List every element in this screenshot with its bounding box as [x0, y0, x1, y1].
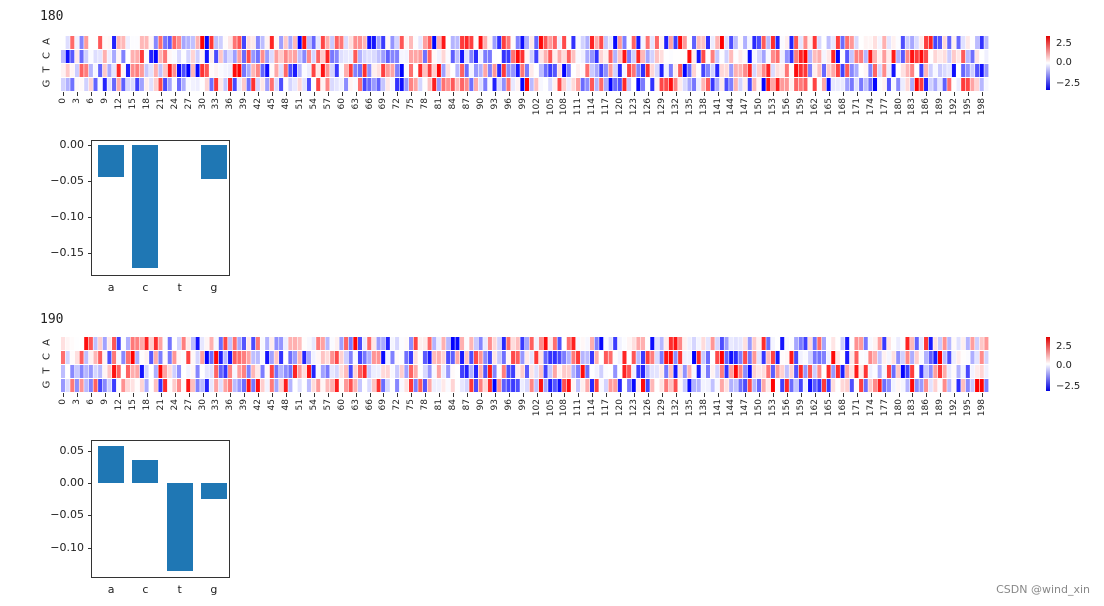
row-label: C: [41, 52, 53, 59]
bar: [132, 144, 159, 268]
output-label-190: 190: [40, 312, 64, 327]
bar: [98, 144, 125, 178]
colorbar-tick: 2.5: [1056, 341, 1072, 352]
row-label: G: [41, 380, 53, 389]
colorbar-tick: −2.5: [1056, 381, 1081, 392]
colorbar-180: [1046, 36, 1050, 90]
heatmap-180-xaxis: 0 3 6 9 12 15 18 21 24 27 30 33 36 39 42 45 48 51 54 57 60 63…: [58, 92, 989, 138]
colorbar-190: [1046, 337, 1050, 391]
colorbar-tick: 2.5: [1056, 38, 1072, 49]
output-label-180: 180: [40, 9, 64, 24]
bar: [200, 483, 227, 500]
row-label: G: [41, 79, 53, 88]
colorbar-tick: 0.0: [1056, 57, 1072, 68]
heatmap-190-xaxis: 0 3 6 9 12 15 18 21 24 27 30 33 36 39 42 45 48 51 54 57 60 63…: [58, 393, 989, 439]
heatmap-180: [61, 36, 989, 92]
colorbar-tick: 0.0: [1056, 360, 1072, 371]
row-label: T: [41, 66, 53, 73]
bar: [200, 144, 227, 180]
row-label: A: [41, 339, 53, 346]
row-label: C: [41, 353, 53, 360]
bar-chart-190: a c t g 0.05 0.00 −0.05 −0.10: [50, 440, 230, 596]
bar: [132, 460, 159, 484]
row-label: T: [41, 367, 53, 374]
row-label: A: [41, 38, 53, 45]
watermark: CSDN @wind_xin: [996, 583, 1090, 596]
heatmap-190: [61, 337, 989, 393]
bar: [166, 483, 193, 572]
bar: [98, 446, 125, 484]
bar-chart-180: a c t g 0.00 −0.05 −0.10 −0.15: [50, 138, 230, 294]
colorbar-tick: −2.5: [1056, 78, 1081, 89]
